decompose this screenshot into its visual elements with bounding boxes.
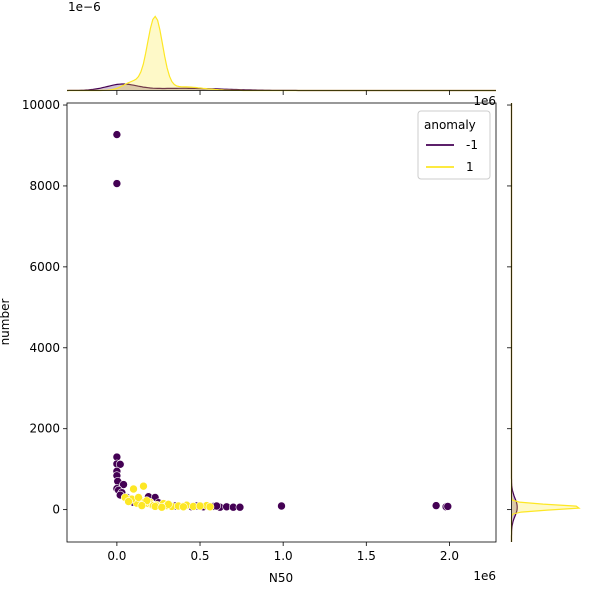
scatter-point (115, 460, 125, 469)
y-axis-label: number (0, 299, 12, 346)
x-offset-label: 1e6 (473, 569, 496, 583)
x-tick-label: 1.0 (274, 549, 293, 563)
y-tick-label: 4000 (29, 341, 60, 355)
scatter-point (129, 484, 138, 494)
scatter-point (235, 502, 245, 512)
right-marginal-curve (510, 103, 581, 542)
scatter-point (431, 501, 441, 510)
legend-label: -1 (466, 138, 478, 152)
scatter-point (112, 179, 122, 188)
right-marginal-fill (511, 103, 518, 542)
top-marginal: 1e−6 (66, 0, 496, 95)
top-marginal-curve (67, 15, 496, 92)
top-marginal-offset-label: 1e−6 (68, 0, 101, 14)
plot-frame (66, 102, 497, 543)
scatter-point (205, 502, 215, 512)
scatter-point (443, 502, 453, 511)
x-tick-label: 0.5 (190, 549, 209, 563)
x-axis-label: N50 (269, 571, 293, 585)
x-tick-label: 0.0 (107, 549, 126, 563)
legend: anomaly -1 1 (417, 110, 491, 180)
scatter-point (137, 501, 147, 510)
y-tick-label: 2000 (29, 422, 60, 436)
x-tick-label: 2.0 (440, 549, 459, 563)
scatter-point (277, 501, 286, 511)
y-tick-label: 0 (52, 503, 60, 517)
y-tick-label: 10000 (22, 98, 60, 112)
scatter-point (124, 497, 133, 506)
scatter-point (119, 480, 128, 489)
scatter-point (112, 130, 122, 139)
y-offset-label: 1e6 (473, 94, 496, 108)
scatter-point (157, 502, 167, 512)
y-tick-label: 8000 (29, 179, 60, 193)
scatter-point (195, 501, 205, 511)
right-marginal-curve (510, 103, 518, 542)
scatter-point (139, 481, 148, 491)
scatter-point (179, 502, 188, 512)
main-axes: 0.0 0.5 1.0 1.5 2.0 0 2000 4000 6000 8000 10000 1… (0, 94, 497, 585)
scatter-point (134, 493, 143, 502)
legend-label: 1 (466, 160, 474, 174)
right-marginal (507, 103, 581, 542)
x-tick-label: 1.5 (357, 549, 376, 563)
top-marginal-fill (67, 16, 496, 91)
y-tick-label: 6000 (29, 260, 60, 274)
right-marginal-fill (511, 103, 579, 542)
legend-title: anomaly (424, 118, 476, 132)
